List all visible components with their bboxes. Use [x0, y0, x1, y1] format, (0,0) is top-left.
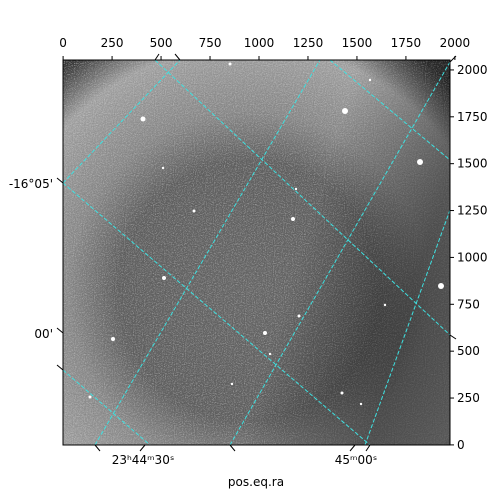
y-tick-label: 250 [457, 391, 480, 405]
x-tick-label: 250 [101, 36, 124, 50]
image [63, 60, 450, 445]
x-tick-label: 1000 [244, 36, 275, 50]
ra-tick-label: 45ᵐ00ˢ [335, 453, 378, 467]
x-axis-label: pos.eq.ra [228, 475, 284, 489]
y-tick-label: 1000 [457, 250, 488, 264]
y-tick-label: 2000 [457, 63, 488, 77]
y-tick-label: 750 [457, 297, 480, 311]
y-tick-label: 1500 [457, 157, 488, 171]
axes-frame [62, 59, 451, 446]
coordinate-grid [63, 60, 450, 445]
x-tick-label: 1250 [293, 36, 324, 50]
stars [88, 62, 444, 406]
y-tick-label: 1750 [457, 110, 488, 124]
ra-tick-label: 23ʰ44ᵐ30ˢ [112, 453, 175, 467]
x-tick-label: 1750 [391, 36, 422, 50]
x-tick-label: 0 [59, 36, 67, 50]
y-tick-label: 500 [457, 344, 480, 358]
x-tick-label: 500 [150, 36, 173, 50]
x-tick-label: 2000 [440, 36, 471, 50]
x-tick-label: 1500 [342, 36, 373, 50]
y-tick-label: 1250 [457, 204, 488, 218]
world-ticks [56, 53, 457, 452]
dec-tick-label: -16°05' [9, 177, 53, 191]
x-tick-label: 750 [199, 36, 222, 50]
dec-tick-label: 00' [34, 327, 53, 341]
y-tick-label: 0 [457, 438, 465, 452]
